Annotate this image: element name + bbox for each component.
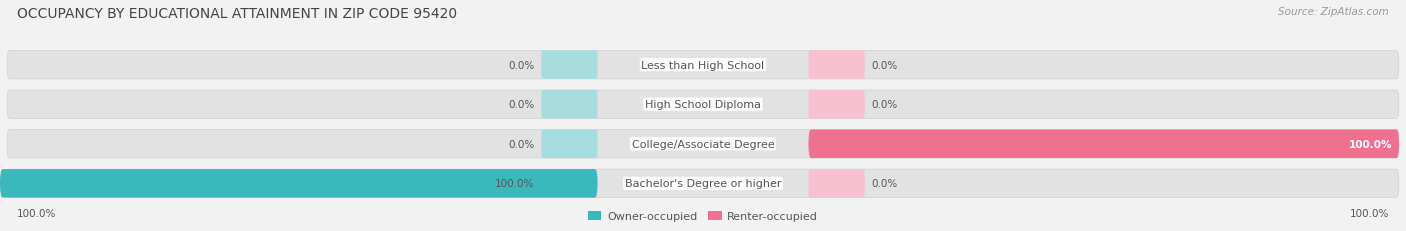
FancyBboxPatch shape (7, 91, 1399, 119)
Text: 0.0%: 0.0% (872, 60, 898, 70)
Text: 0.0%: 0.0% (872, 100, 898, 110)
FancyBboxPatch shape (808, 51, 865, 79)
Text: 100.0%: 100.0% (17, 208, 56, 218)
Legend: Owner-occupied, Renter-occupied: Owner-occupied, Renter-occupied (583, 206, 823, 226)
Text: Bachelor's Degree or higher: Bachelor's Degree or higher (624, 179, 782, 188)
Text: 0.0%: 0.0% (872, 179, 898, 188)
FancyBboxPatch shape (0, 169, 598, 198)
FancyBboxPatch shape (541, 130, 598, 158)
Text: 0.0%: 0.0% (508, 139, 534, 149)
Text: 0.0%: 0.0% (508, 60, 534, 70)
FancyBboxPatch shape (541, 91, 598, 119)
Text: 100.0%: 100.0% (495, 179, 534, 188)
Text: 100.0%: 100.0% (1350, 208, 1389, 218)
Text: College/Associate Degree: College/Associate Degree (631, 139, 775, 149)
Text: 0.0%: 0.0% (508, 100, 534, 110)
FancyBboxPatch shape (7, 130, 1399, 158)
Text: OCCUPANCY BY EDUCATIONAL ATTAINMENT IN ZIP CODE 95420: OCCUPANCY BY EDUCATIONAL ATTAINMENT IN Z… (17, 7, 457, 21)
FancyBboxPatch shape (808, 169, 865, 198)
FancyBboxPatch shape (7, 51, 1399, 79)
FancyBboxPatch shape (7, 169, 1399, 198)
FancyBboxPatch shape (808, 91, 865, 119)
FancyBboxPatch shape (808, 130, 1399, 158)
FancyBboxPatch shape (541, 51, 598, 79)
Text: 100.0%: 100.0% (1348, 139, 1392, 149)
Text: Less than High School: Less than High School (641, 60, 765, 70)
Text: Source: ZipAtlas.com: Source: ZipAtlas.com (1278, 7, 1389, 17)
Text: High School Diploma: High School Diploma (645, 100, 761, 110)
